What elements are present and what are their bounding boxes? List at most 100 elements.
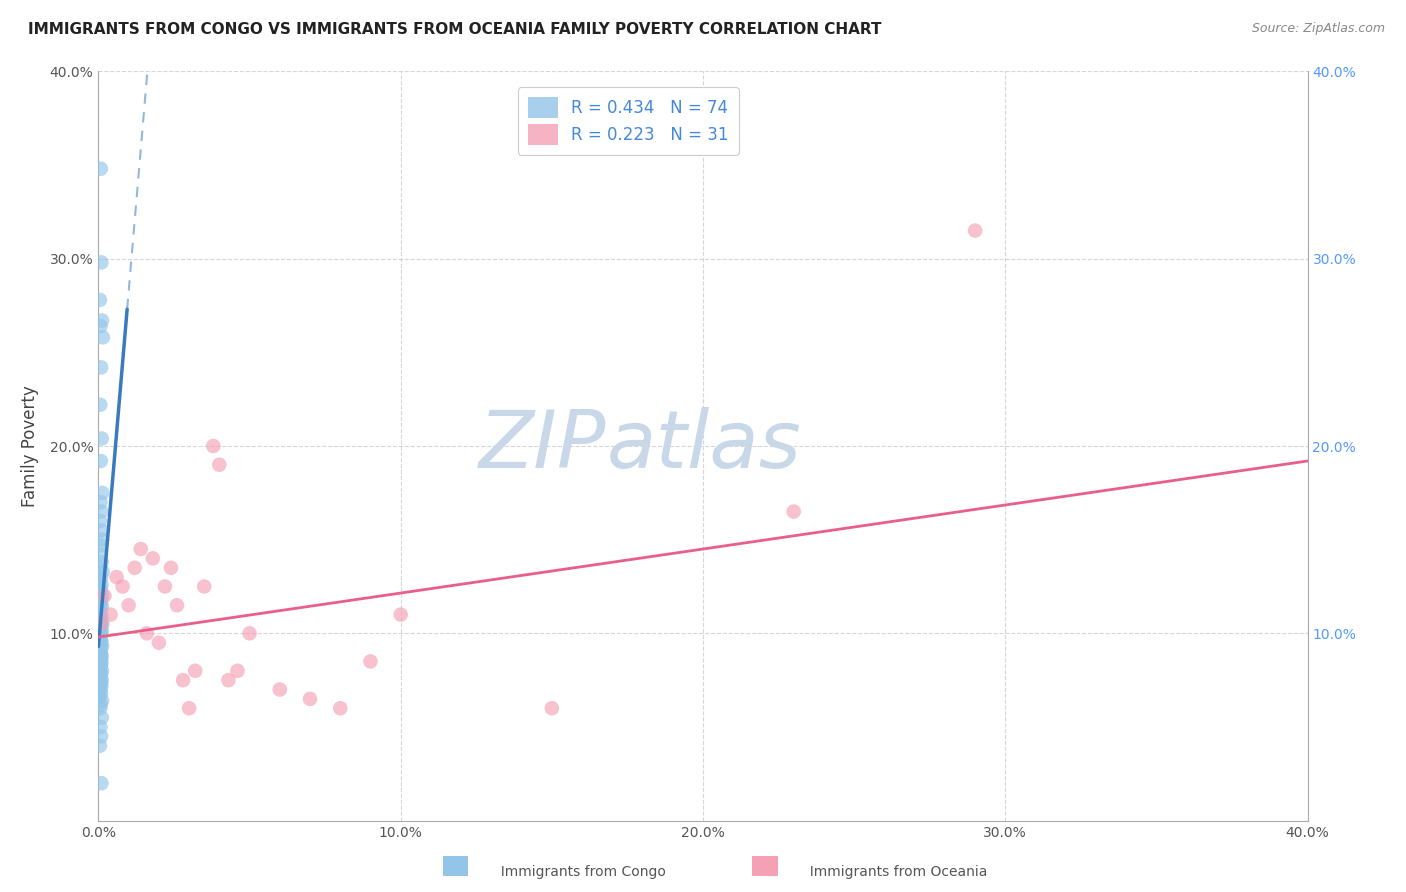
Point (89, 538, 111, 552)
Point (226, 664, 249, 678)
Text: Immigrants from Oceania: Immigrants from Oceania (801, 864, 988, 879)
Point (90, 657, 112, 671)
Point (90, 658, 112, 673)
Point (89, 398, 111, 412)
Point (89, 671, 111, 685)
Point (90, 495, 112, 509)
Point (90, 652, 112, 666)
Legend: R = 0.434   N = 74, R = 0.223   N = 31: R = 0.434 N = 74, R = 0.223 N = 31 (517, 87, 738, 154)
Point (166, 599, 188, 613)
Point (90, 619, 112, 633)
Point (90, 665, 112, 680)
Point (90, 633, 112, 648)
Point (329, 701, 352, 715)
Point (89, 632, 111, 646)
Point (89, 585, 111, 599)
Point (90, 720, 112, 734)
Point (135, 626, 157, 640)
Point (91, 533, 114, 547)
Point (179, 701, 201, 715)
Point (89, 626, 111, 640)
Point (90, 255, 112, 269)
Point (90, 592, 112, 607)
Point (184, 664, 207, 678)
Point (89, 604, 111, 618)
Point (90, 650, 112, 665)
Point (90, 730, 112, 744)
Point (90, 648, 112, 663)
Point (89, 647, 111, 661)
Point (89, 739, 111, 753)
Point (90, 645, 112, 659)
Point (90, 161, 112, 176)
Point (965, 223, 987, 237)
Point (153, 580, 176, 594)
Point (89, 641, 111, 656)
Point (90, 570, 112, 584)
Point (89, 677, 111, 691)
Point (91, 589, 114, 603)
Point (90, 682, 112, 697)
Point (160, 561, 183, 575)
Point (111, 580, 134, 594)
Point (91, 313, 114, 327)
Point (90, 524, 112, 538)
Point (100, 607, 122, 622)
Text: atlas: atlas (606, 407, 801, 485)
Point (91, 617, 114, 632)
Point (90, 638, 112, 652)
Point (269, 682, 291, 697)
Point (89, 655, 111, 669)
Point (90, 577, 112, 591)
Point (208, 458, 231, 472)
Point (202, 439, 225, 453)
Point (90, 698, 112, 712)
Point (90, 548, 112, 562)
Point (90, 776, 112, 790)
Point (389, 607, 412, 622)
Point (91, 486, 114, 500)
Point (89, 660, 111, 674)
Point (90, 432, 112, 446)
Point (90, 454, 112, 468)
Point (172, 673, 194, 688)
Point (90, 667, 112, 681)
Point (90, 319, 112, 334)
Point (90, 686, 112, 700)
Point (89, 514, 111, 528)
Point (90, 600, 112, 615)
Point (90, 582, 112, 596)
Point (90, 561, 112, 575)
Text: Source: ZipAtlas.com: Source: ZipAtlas.com (1251, 22, 1385, 36)
Point (105, 570, 128, 584)
Text: ZIP: ZIP (479, 407, 606, 485)
Point (360, 655, 382, 669)
Point (90, 611, 112, 625)
Text: IMMIGRANTS FROM CONGO VS IMMIGRANTS FROM OCEANIA FAMILY POVERTY CORRELATION CHAR: IMMIGRANTS FROM CONGO VS IMMIGRANTS FROM… (28, 22, 882, 37)
Point (239, 626, 262, 640)
Point (299, 692, 322, 706)
Point (89, 701, 111, 715)
Point (118, 599, 141, 613)
Point (148, 635, 170, 649)
Point (193, 580, 215, 594)
Point (90, 630, 112, 644)
Text: Immigrants from Congo: Immigrants from Congo (492, 864, 666, 879)
Point (90, 505, 112, 519)
Point (91, 565, 114, 579)
Point (91, 640, 114, 654)
Point (124, 561, 146, 575)
Point (90, 360, 112, 375)
Point (89, 615, 111, 629)
Point (90, 635, 112, 649)
Point (89, 574, 111, 588)
Point (89, 690, 111, 704)
Point (540, 701, 562, 715)
Point (90, 617, 112, 632)
Point (91, 664, 114, 678)
Point (90, 675, 112, 690)
Point (142, 551, 165, 566)
Point (90, 555, 112, 569)
Point (90, 673, 112, 688)
Point (91, 330, 114, 344)
